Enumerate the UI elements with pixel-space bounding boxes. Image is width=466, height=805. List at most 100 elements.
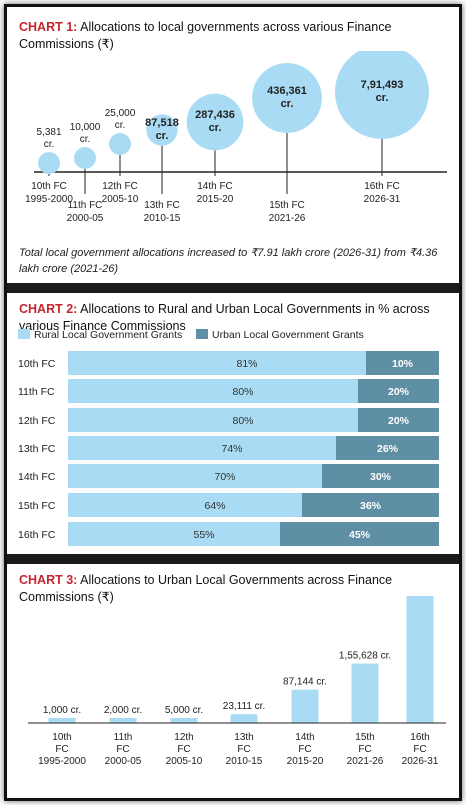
chart3-tick-label: 2015-20 bbox=[287, 756, 324, 767]
chart3-tick-label: FC bbox=[116, 744, 129, 755]
chart3-tick-label: FC bbox=[55, 744, 68, 755]
chart1-bubble bbox=[146, 114, 178, 146]
chart1-note: Total local government allocations incre… bbox=[19, 247, 438, 275]
chart3-tick-label: 2000-05 bbox=[105, 756, 142, 767]
chart3-tag: CHART 3: bbox=[19, 573, 78, 587]
chart2-stacked-bar-chart: Rural Local Government Grants Urban Local… bbox=[18, 329, 439, 546]
chart2-legend-swatch-rural bbox=[18, 329, 30, 339]
chart2-category-label: 14th FC bbox=[18, 471, 56, 483]
chart3-title: CHART 3: Allocations to Urban Local Gove… bbox=[19, 572, 444, 606]
chart3-value-label: 87,144 cr. bbox=[283, 677, 327, 688]
chart3-value-label: 5,000 cr. bbox=[165, 705, 203, 716]
chart3-tick-label: 2010-15 bbox=[226, 756, 263, 767]
chart1-unit-label: cr. bbox=[376, 92, 389, 104]
chart2-value-label-rural: 80% bbox=[232, 386, 253, 398]
chart3-tick-label: 2026-31 bbox=[402, 756, 439, 767]
chart1-bubble bbox=[335, 51, 429, 139]
figure-frame bbox=[4, 4, 462, 801]
chart3-bar bbox=[406, 596, 434, 723]
chart2-value-label-urban: 20% bbox=[388, 386, 410, 398]
chart3-tick-label: 12th bbox=[174, 732, 193, 743]
chart3-tick-label: 14th bbox=[295, 732, 314, 743]
chart3-tick-label: FC bbox=[413, 744, 426, 755]
chart3-panel: CHART 3: Allocations to Urban Local Gove… bbox=[10, 564, 456, 796]
chart2-category-label: 13th FC bbox=[18, 443, 56, 455]
chart1-panel: CHART 1: Allocations to local government… bbox=[10, 11, 456, 283]
chart1-tick-label-period: 2000-05 bbox=[67, 213, 104, 224]
chart1-tick-label: 12th FC bbox=[102, 181, 138, 192]
chart2-category-label: 15th FC bbox=[18, 500, 56, 512]
chart2-bar-urban bbox=[322, 464, 439, 488]
chart2-bar-rural bbox=[68, 464, 322, 488]
chart1-tick-label-period: 2005-10 bbox=[102, 194, 139, 205]
chart2-bar-urban bbox=[358, 379, 439, 403]
chart2-title-text: Allocations to Rural and Urban Local Gov… bbox=[19, 302, 430, 333]
chart2-bar-urban bbox=[302, 493, 439, 517]
chart2-category-label: 16th FC bbox=[18, 529, 56, 541]
chart1-title: CHART 1: Allocations to local government… bbox=[19, 19, 444, 53]
chart3-tick-label: 1995-2000 bbox=[38, 756, 86, 767]
chart1-unit-label: cr. bbox=[115, 120, 126, 131]
chart2-value-label-rural: 81% bbox=[236, 358, 257, 370]
chart3-bar bbox=[351, 663, 379, 723]
chart1-title-text: Allocations to local governments across … bbox=[19, 20, 392, 51]
separator bbox=[7, 554, 459, 564]
chart2-bar-rural bbox=[68, 379, 358, 403]
chart3-bar bbox=[291, 689, 319, 723]
chart3-bar bbox=[48, 718, 76, 723]
chart1-value-label: 7,91,493 bbox=[361, 79, 404, 91]
chart2-bar-urban bbox=[336, 436, 439, 460]
chart2-category-label: 11th FC bbox=[18, 386, 55, 398]
chart1-tick-label: 13th FC bbox=[144, 200, 180, 211]
chart2-category-label: 10th FC bbox=[18, 358, 56, 370]
chart1-tick-label-period: 1995-2000 bbox=[25, 194, 73, 205]
chart2-value-label-urban: 10% bbox=[392, 358, 414, 370]
chart3-bar bbox=[109, 718, 137, 723]
chart3-bar bbox=[170, 718, 198, 723]
separator bbox=[7, 283, 459, 293]
chart3-tick-label: 2005-10 bbox=[166, 756, 203, 767]
chart3-tick-label: 10th bbox=[52, 732, 71, 743]
chart1-tick-label: 11th FC bbox=[68, 200, 103, 211]
chart2-value-label-urban: 45% bbox=[349, 529, 371, 541]
chart1-bubble bbox=[252, 63, 322, 133]
chart1-value-label: 287,436 bbox=[195, 109, 235, 121]
chart1-bubble bbox=[109, 133, 131, 155]
chart2-category-label: 12th FC bbox=[18, 415, 56, 427]
chart1-value-label: 25,000 bbox=[105, 108, 136, 119]
chart2-bar-rural bbox=[68, 351, 366, 375]
chart2-bar-urban bbox=[280, 522, 439, 546]
chart1-tag: CHART 1: bbox=[19, 20, 78, 34]
chart1-value-label: 5,381 bbox=[36, 127, 61, 138]
chart2-bar-rural bbox=[68, 436, 336, 460]
chart3-value-label: 1,000 cr. bbox=[43, 705, 81, 716]
chart3-bar bbox=[230, 714, 258, 723]
chart1-unit-label: cr. bbox=[44, 139, 55, 150]
chart1-bubble bbox=[74, 147, 96, 169]
chart2-bar-rural bbox=[68, 522, 280, 546]
chart1-unit-label: cr. bbox=[209, 122, 222, 134]
chart2-bar-urban bbox=[358, 408, 439, 432]
chart2-tag: CHART 2: bbox=[19, 302, 78, 316]
chart2-legend-swatch-urban bbox=[196, 329, 208, 339]
chart1-unit-label: cr. bbox=[80, 134, 91, 145]
chart3-tick-label: FC bbox=[177, 744, 190, 755]
chart2-panel: CHART 2: Allocations to Rural and Urban … bbox=[10, 293, 456, 554]
chart3-tick-label: 13th bbox=[234, 732, 253, 743]
chart3-tick-label: 15th bbox=[355, 732, 374, 743]
chart3-tick-label: FC bbox=[358, 744, 371, 755]
chart2-legend-label-urban: Urban Local Government Grants bbox=[212, 329, 364, 341]
chart2-bar-urban bbox=[366, 351, 439, 375]
chart2-value-label-rural: 80% bbox=[232, 415, 253, 427]
chart2-bar-rural bbox=[68, 493, 302, 517]
chart2-value-label-rural: 55% bbox=[193, 529, 214, 541]
chart3-tick-label: 11th bbox=[114, 732, 133, 743]
chart3-tick-label: 16th bbox=[410, 732, 429, 743]
chart3-tick-label: FC bbox=[298, 744, 311, 755]
chart2-value-label-urban: 30% bbox=[370, 471, 392, 483]
chart1-value-label: 87,518 bbox=[145, 117, 179, 129]
chart2-value-label-rural: 70% bbox=[214, 471, 235, 483]
chart2-value-label-urban: 26% bbox=[377, 443, 399, 455]
